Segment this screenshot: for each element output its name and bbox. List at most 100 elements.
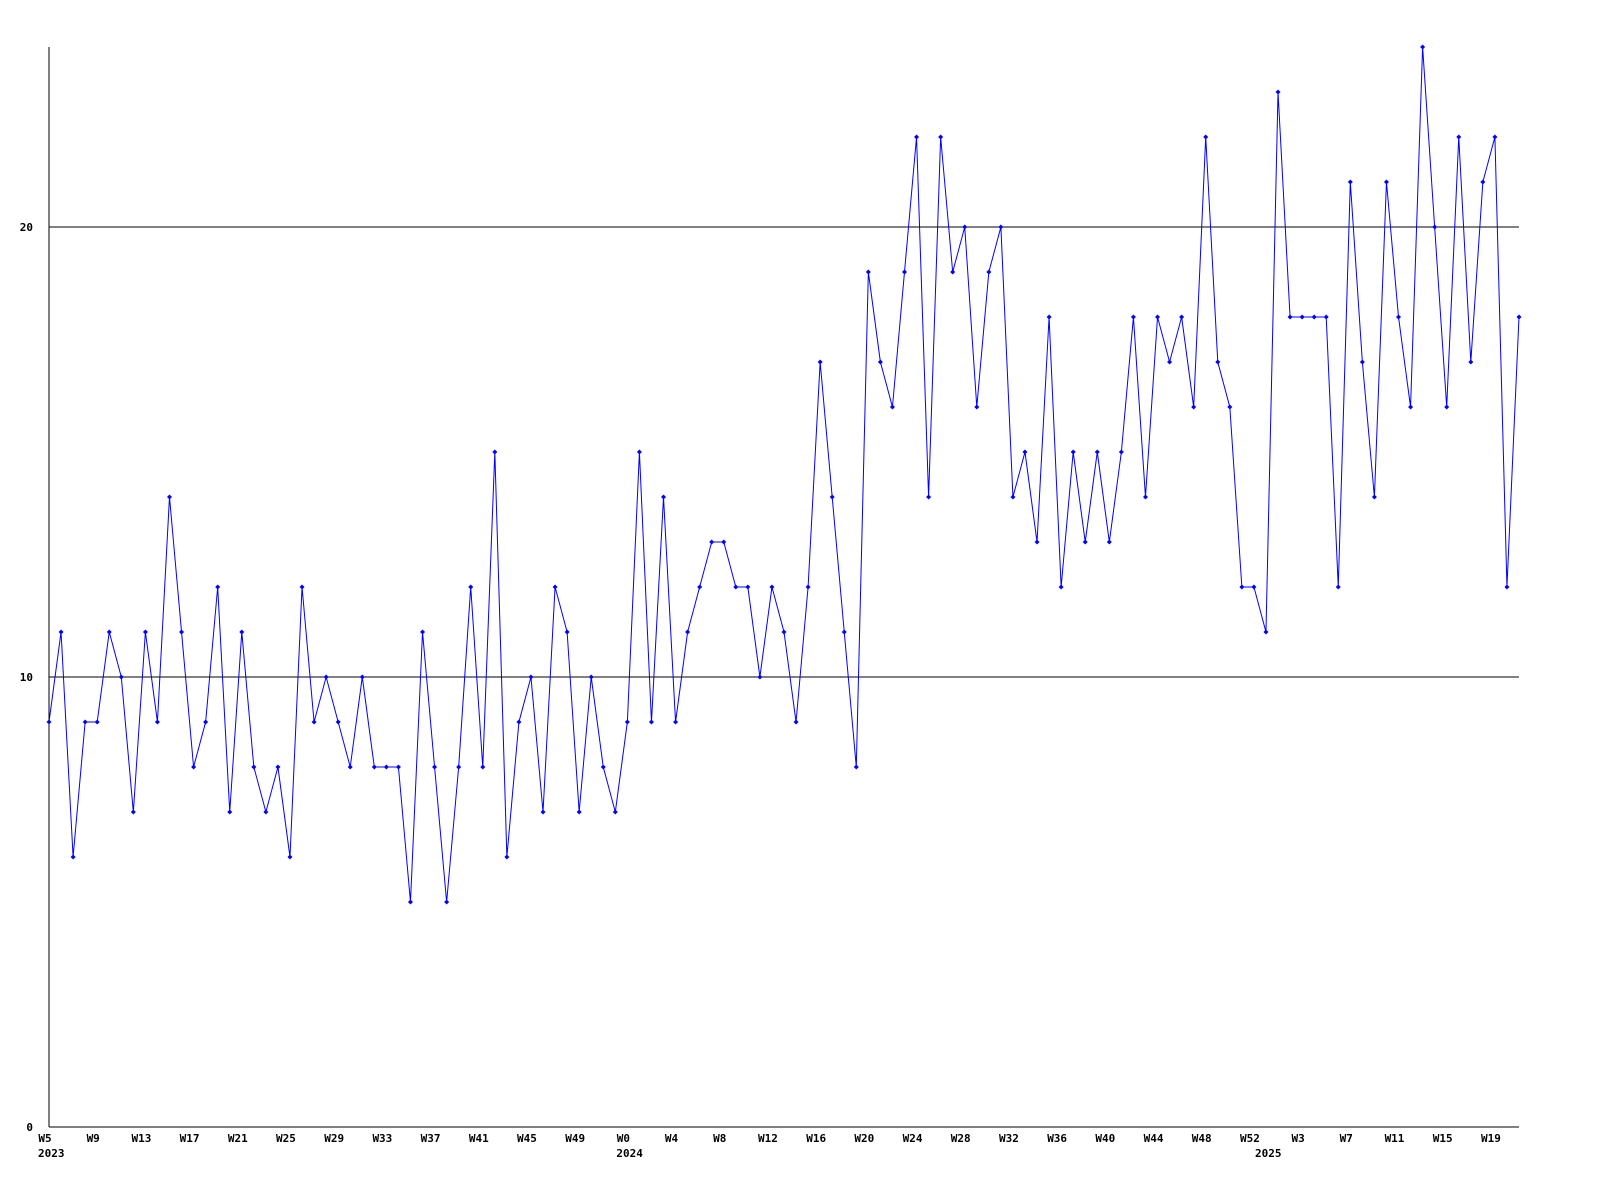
data-point: [1516, 314, 1522, 320]
x-tick-label: W45: [517, 1132, 537, 1145]
data-point: [1492, 134, 1498, 140]
data-point: [938, 134, 944, 140]
data-point: [1094, 449, 1100, 455]
data-point: [1142, 494, 1148, 500]
data-point: [359, 674, 365, 680]
data-point: [576, 809, 582, 815]
data-point: [1299, 314, 1305, 320]
x-tick-label: W29: [324, 1132, 344, 1145]
data-point: [1155, 314, 1161, 320]
x-tick-label: W28: [951, 1132, 971, 1145]
data-point: [1432, 224, 1438, 230]
data-point: [323, 674, 329, 680]
x-tick-label: W21: [228, 1132, 248, 1145]
data-point: [769, 584, 775, 590]
data-point: [974, 404, 980, 410]
data-point: [70, 854, 76, 860]
data-point: [263, 809, 269, 815]
data-point: [1167, 359, 1173, 365]
x-tick-label: W19: [1481, 1132, 1501, 1145]
x-tick-label: W13: [131, 1132, 151, 1145]
data-point: [1227, 404, 1233, 410]
data-point: [1010, 494, 1016, 500]
data-point: [1070, 449, 1076, 455]
data-point: [1215, 359, 1221, 365]
data-point: [1480, 179, 1486, 185]
data-point: [1130, 314, 1136, 320]
x-tick-label: W11: [1385, 1132, 1405, 1145]
data-point: [986, 269, 992, 275]
data-point: [1420, 44, 1426, 50]
data-point: [745, 584, 751, 590]
data-point: [685, 629, 691, 635]
x-tick-label: W37: [421, 1132, 441, 1145]
data-point: [709, 539, 715, 545]
data-point: [287, 854, 293, 860]
data-point: [504, 854, 510, 860]
data-point: [865, 269, 871, 275]
data-point: [480, 764, 486, 770]
x-tick-label: W3: [1291, 1132, 1304, 1145]
data-point: [889, 404, 895, 410]
data-point: [1444, 404, 1450, 410]
data-point: [781, 629, 787, 635]
x-tick-label: W20: [854, 1132, 874, 1145]
data-point: [1251, 584, 1257, 590]
x-tick-label: W32: [999, 1132, 1019, 1145]
data-point: [275, 764, 281, 770]
x-tick-label: W17: [180, 1132, 200, 1145]
data-point: [106, 629, 112, 635]
data-point: [721, 539, 727, 545]
x-tick-label: W33: [372, 1132, 392, 1145]
data-point: [432, 764, 438, 770]
x-tick-label: W12: [758, 1132, 778, 1145]
data-point: [347, 764, 353, 770]
data-point: [793, 719, 799, 725]
data-point: [166, 494, 172, 500]
data-point: [395, 764, 401, 770]
data-point: [311, 719, 317, 725]
x-tick-label: W5: [38, 1132, 51, 1145]
data-point: [516, 719, 522, 725]
data-point: [600, 764, 606, 770]
data-point: [94, 719, 100, 725]
x-tick-label: W24: [903, 1132, 923, 1145]
data-point: [1191, 404, 1197, 410]
x-tick-label: W4: [665, 1132, 679, 1145]
data-point: [661, 494, 667, 500]
data-point: [58, 629, 64, 635]
data-point: [829, 494, 835, 500]
x-tick-label: W52: [1240, 1132, 1260, 1145]
data-point: [1504, 584, 1510, 590]
data-point: [468, 584, 474, 590]
x-tick-label: W36: [1047, 1132, 1067, 1145]
data-point: [142, 629, 148, 635]
data-point: [1468, 359, 1474, 365]
data-point: [299, 584, 305, 590]
data-point: [962, 224, 968, 230]
data-point: [1106, 539, 1112, 545]
data-point: [1335, 584, 1341, 590]
data-point: [154, 719, 160, 725]
x-tick-label: W48: [1192, 1132, 1212, 1145]
data-point: [926, 494, 932, 500]
x-year-label: 2025: [1255, 1147, 1282, 1160]
data-point: [950, 269, 956, 275]
data-point: [1371, 494, 1377, 500]
data-point: [673, 719, 679, 725]
data-point: [1275, 89, 1281, 95]
data-point: [1323, 314, 1329, 320]
data-point: [552, 584, 558, 590]
data-point: [1347, 179, 1353, 185]
data-point: [118, 674, 124, 680]
x-tick-label: W7: [1340, 1132, 1353, 1145]
data-point: [564, 629, 570, 635]
data-point: [1263, 629, 1269, 635]
x-tick-label: W16: [806, 1132, 826, 1145]
data-point: [1179, 314, 1185, 320]
data-point: [612, 809, 618, 815]
data-point: [420, 629, 426, 635]
data-point: [636, 449, 642, 455]
data-point: [1034, 539, 1040, 545]
